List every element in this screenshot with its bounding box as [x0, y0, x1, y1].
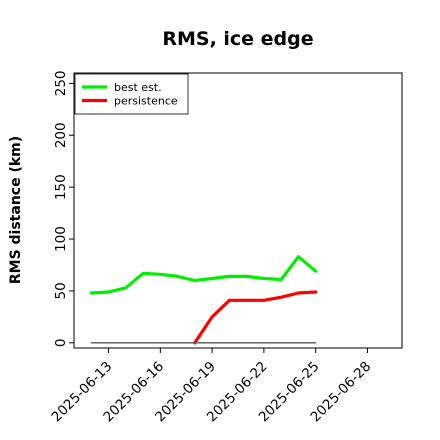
y-tick-label: 200 [53, 122, 69, 148]
legend: best est.persistence [74, 73, 189, 115]
chart-title: RMS, ice edge [162, 28, 313, 50]
series-line-best-est- [89, 255, 318, 295]
y-axis-label: RMS distance (km) [8, 136, 24, 284]
y-tick-label: 150 [53, 174, 69, 200]
y-tick-label: 0 [53, 339, 69, 348]
legend-label: persistence [114, 95, 178, 108]
x-axis: 2025-06-132025-06-162025-06-192025-06-22… [49, 348, 374, 425]
legend-label: best est. [114, 81, 162, 94]
y-tick-label: 250 [53, 70, 69, 96]
y-tick-label: 50 [53, 282, 69, 299]
legend-box [74, 73, 189, 115]
series-layer [89, 255, 318, 345]
y-axis: 0 50 100 150 200 250 [53, 70, 74, 347]
plot-area [73, 72, 403, 349]
y-tick-label: 100 [53, 226, 69, 252]
series-line-persistence [193, 290, 318, 345]
